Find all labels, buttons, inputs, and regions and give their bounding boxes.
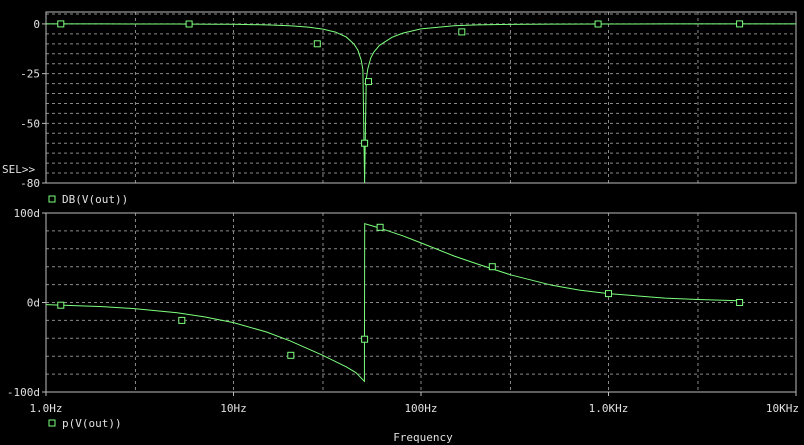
legend-db-vout[interactable]: DB(V(out)) — [48, 193, 128, 206]
phase-data-point-marker[interactable] — [736, 299, 744, 306]
phase-data-point-marker[interactable] — [57, 301, 65, 309]
db-y-axis-ticks: 0 -25 -50 -80 — [20, 18, 46, 190]
db-y-tick-label: 0 — [33, 18, 40, 31]
db-plot-frame — [45, 11, 797, 184]
phase-data-point-marker[interactable] — [376, 223, 384, 231]
x-tick-label: 1.0Hz — [29, 402, 62, 415]
db-data-point-marker[interactable] — [361, 139, 369, 147]
db-data-point-marker[interactable] — [313, 40, 321, 48]
phase-trace[interactable] — [45, 223, 744, 383]
legend-label-db-vout: DB(V(out)) — [62, 193, 128, 206]
db-series-line — [46, 23, 796, 184]
phase-y-tick-label: 0d — [27, 297, 40, 310]
x-tick-label: 10KHz — [766, 402, 799, 415]
phase-data-point-marker[interactable] — [178, 316, 186, 324]
phase-y-tick-label: 100d — [14, 207, 41, 220]
db-data-point-marker[interactable] — [736, 20, 744, 28]
x-tick-label: 100Hz — [404, 402, 437, 415]
phase-data-point-marker[interactable] — [488, 263, 496, 271]
phase-data-point-marker[interactable] — [605, 290, 612, 298]
db-y-tick-label: -25 — [20, 68, 40, 81]
legend-phase-vout[interactable]: p(V(out)) — [48, 417, 122, 430]
phase-series-line — [45, 223, 740, 383]
x-tick-label: 10Hz — [220, 402, 247, 415]
x-axis-tick-labels: 1.0Hz 10Hz 100Hz 1.0KHz 10KHz — [29, 392, 799, 415]
db-data-point-marker[interactable] — [57, 20, 65, 28]
db-data-point-marker[interactable] — [594, 20, 602, 28]
legend-marker-square-icon — [48, 419, 56, 427]
db-data-point-marker[interactable] — [458, 28, 466, 36]
phase-data-point-marker[interactable] — [361, 335, 369, 343]
db-y-tick-label: -50 — [20, 117, 40, 130]
legend-marker-square-icon — [48, 195, 56, 203]
db-y-tick-label: -80 — [20, 177, 40, 190]
phase-y-axis-ticks: 100d 0d -100d — [7, 207, 46, 399]
db-plot-border — [45, 11, 797, 184]
db-data-point-marker[interactable] — [185, 20, 193, 28]
phase-plot-grid — [46, 213, 796, 392]
phase-y-tick-label: -100d — [7, 386, 40, 399]
db-plot-grid — [46, 12, 796, 183]
selection-marker[interactable]: SEL>> — [2, 163, 35, 176]
db-trace[interactable] — [46, 20, 796, 184]
x-tick-label: 1.0KHz — [589, 402, 629, 415]
phase-data-point-marker[interactable] — [287, 351, 295, 359]
legend-label-phase-vout: p(V(out)) — [62, 417, 122, 430]
x-axis-title: Frequency — [393, 431, 453, 444]
db-data-point-marker[interactable] — [365, 78, 372, 86]
